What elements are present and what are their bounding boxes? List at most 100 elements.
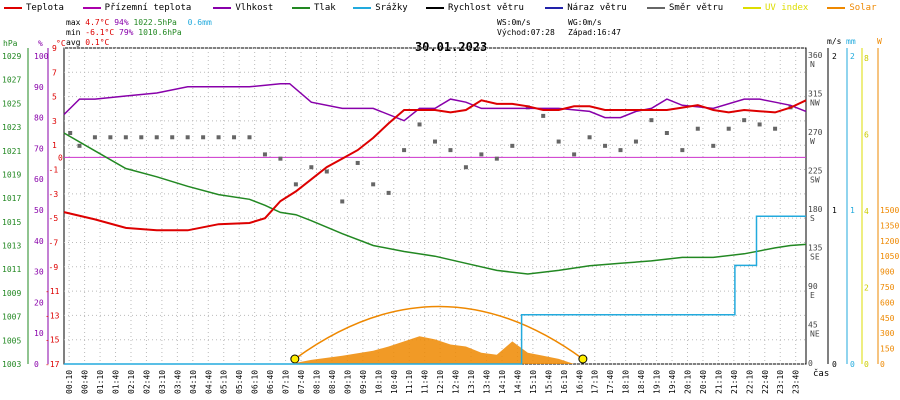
x-tick-label: 02:40 xyxy=(142,370,151,394)
legend-item: Přízemní teplota xyxy=(82,3,191,13)
wind-direction-point xyxy=(68,131,73,135)
stat-max-temp: 4.7°C xyxy=(85,18,110,27)
legend-swatch xyxy=(292,6,310,9)
percent-tick-label: 100 xyxy=(34,52,49,61)
wind-direction-point xyxy=(433,139,437,144)
x-tick-label: 20:40 xyxy=(699,370,708,394)
mm-tick-label: 1 xyxy=(850,206,855,215)
wind-direction-point xyxy=(680,148,685,153)
x-tick-label: 22:10 xyxy=(745,370,754,394)
direction-tick-label: 0 xyxy=(808,359,813,368)
humidity-line xyxy=(63,82,807,122)
wind-direction-point xyxy=(340,199,345,204)
hpa-axis-label: hPa xyxy=(3,39,18,48)
legend-item: Směr větru xyxy=(647,3,723,13)
legend-item: Tlak xyxy=(292,3,336,13)
solar-tick-label: 1050 xyxy=(880,252,899,261)
legend-label: Solar xyxy=(849,3,877,13)
celsius-tick-label: -5 xyxy=(49,214,59,223)
wind-direction-point xyxy=(355,160,360,165)
wind-direction-point xyxy=(324,169,329,174)
x-tick-label: 16:40 xyxy=(575,370,584,394)
stat-avg-label: avg xyxy=(66,38,81,47)
wind-direction-point xyxy=(726,126,731,131)
celsius-tick-label: -13 xyxy=(45,311,60,320)
x-tick-label: 18:40 xyxy=(637,370,646,394)
hpa-tick-label: 1013 xyxy=(2,242,21,251)
x-tick-label: 01:40 xyxy=(112,370,121,394)
x-tick-label: 01:10 xyxy=(96,370,105,394)
percent-tick-label: 50 xyxy=(34,206,44,215)
uv-tick-label: 2 xyxy=(864,284,869,293)
celsius-tick-label: -3 xyxy=(49,190,59,199)
direction-tick-label: 90 xyxy=(808,282,818,291)
solar-axis-label: W xyxy=(877,37,882,46)
stats-min-row: min -6.1°C 79% 1010.6hPa xyxy=(66,28,182,37)
wind-direction-point xyxy=(525,105,530,110)
sunrise-marker xyxy=(290,354,300,364)
hpa-tick-label: 1015 xyxy=(2,218,21,227)
ms-tick-label: 0 xyxy=(832,360,837,369)
celsius-tick-label: -1 xyxy=(49,166,59,175)
wind-direction-point xyxy=(278,156,283,161)
stat-min-hum: 79% xyxy=(119,28,134,37)
wind-direction-point xyxy=(742,118,747,123)
x-tick-label: 15:10 xyxy=(529,370,538,394)
wind-direction-point xyxy=(108,135,113,140)
hpa-tick-label: 1023 xyxy=(2,123,21,132)
x-tick-label: 17:10 xyxy=(591,370,600,394)
stat-max-hum: 94% xyxy=(114,18,129,27)
solar-tick-label: 0 xyxy=(880,360,885,369)
wind-direction-point xyxy=(262,152,267,157)
wind-direction-point xyxy=(185,135,190,140)
percent-tick-label: 10 xyxy=(34,329,44,338)
x-tick-label: 11:10 xyxy=(405,370,414,394)
stat-max-press: 1022.5hPa xyxy=(133,18,177,27)
wind-direction-point xyxy=(603,143,608,148)
wind-direction-point xyxy=(293,182,298,187)
percent-tick-label: 60 xyxy=(34,175,44,184)
x-tick-label: 20:10 xyxy=(683,370,692,394)
x-tick-label: 08:40 xyxy=(328,370,337,394)
stat-wg: WG:0m/s xyxy=(568,18,602,27)
x-tick-label: 03:40 xyxy=(173,370,182,394)
percent-tick-label: 90 xyxy=(34,83,44,92)
wind-direction-point xyxy=(201,135,206,140)
plot-frame xyxy=(63,47,807,365)
wind-direction-point xyxy=(695,126,700,131)
x-tick-label: 13:10 xyxy=(467,370,476,394)
legend-swatch xyxy=(743,6,761,9)
x-tick-label: 03:10 xyxy=(158,370,167,394)
temperature-line xyxy=(63,99,807,232)
wind-direction-point xyxy=(402,148,407,153)
celsius-tick-label: -17 xyxy=(45,360,60,369)
celsius-axis-label: °C xyxy=(56,39,66,48)
x-unit-label: čas xyxy=(813,368,829,379)
x-tick-label: 12:10 xyxy=(436,370,445,394)
legend-item: Solar xyxy=(827,3,876,13)
x-tick-label: 10:40 xyxy=(390,370,399,394)
uv-tick-label: 0 xyxy=(864,360,869,369)
x-tick-label: 13:40 xyxy=(483,370,492,394)
x-tick-label: 00:40 xyxy=(81,370,90,394)
direction-compass-label: W xyxy=(810,137,815,146)
solar-tick-label: 150 xyxy=(880,345,895,354)
stat-min-temp: -6.1°C xyxy=(85,28,115,37)
stats-max-row: max 4.7°C 94% 1022.5hPa 0.6mm xyxy=(66,18,212,27)
x-tick-label: 23:40 xyxy=(792,370,801,394)
x-tick-label: 21:10 xyxy=(714,370,723,394)
legend-label: Srážky xyxy=(375,3,408,13)
wind-direction-point xyxy=(386,190,391,195)
celsius-tick-label: -9 xyxy=(49,263,59,272)
wind-direction-point xyxy=(664,131,669,135)
legend-swatch xyxy=(353,6,372,9)
wind-direction-point xyxy=(618,148,623,153)
legend-item: Náraz větru xyxy=(545,3,627,13)
hpa-tick-label: 1029 xyxy=(2,52,21,61)
x-tick-label: 08:10 xyxy=(312,370,321,394)
direction-compass-label: NW xyxy=(810,99,820,108)
percent-tick-label: 80 xyxy=(34,114,44,123)
solar-tick-label: 900 xyxy=(880,268,895,277)
x-tick-label: 07:10 xyxy=(282,370,291,394)
percent-axis-label: % xyxy=(38,39,43,48)
